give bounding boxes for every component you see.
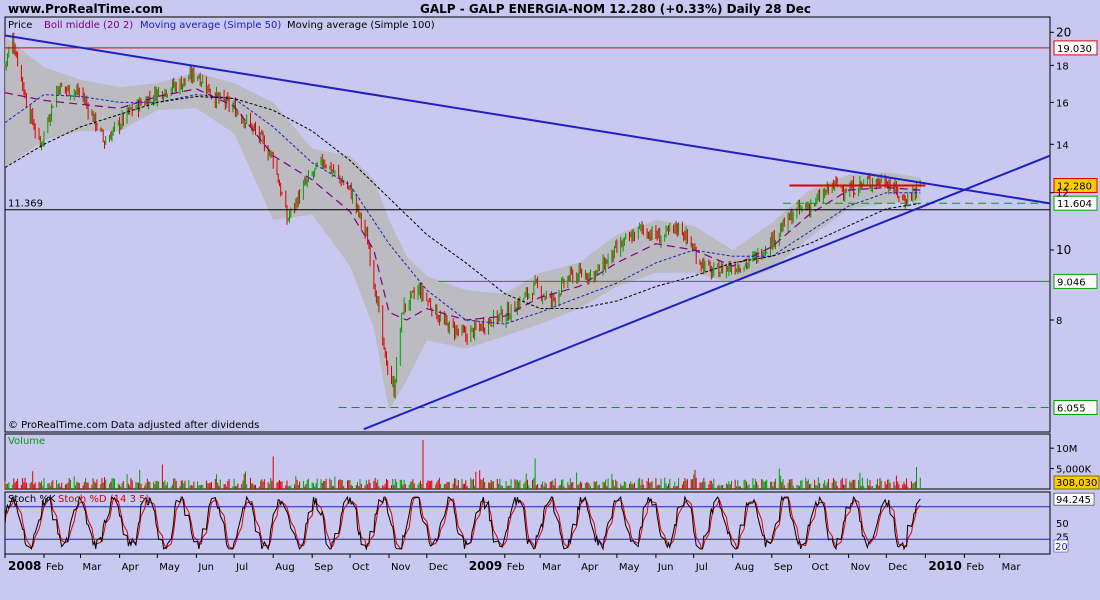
price-tick-label: 14 <box>1056 140 1069 151</box>
x-tick-label: Apr <box>122 562 140 573</box>
level-label: 11.369 <box>8 199 43 210</box>
volume-tick-label: 10M <box>1056 444 1077 455</box>
stoch-k-value: 94.245 <box>1056 495 1091 506</box>
price-tick-label: 12 <box>1056 189 1069 200</box>
stoch-k-box <box>1053 492 1095 506</box>
x-tick-label: May <box>619 562 640 573</box>
x-tick-label: Mar <box>83 562 103 573</box>
level-box <box>1053 178 1098 193</box>
level-label: 6.055 <box>1057 404 1086 415</box>
x-tick-label: May <box>159 562 180 573</box>
price-tick-label: 20 <box>1056 25 1071 39</box>
x-tick-label: Jun <box>197 562 214 573</box>
x-tick-label: Aug <box>735 562 755 573</box>
x-tick-label: Aug <box>275 562 295 573</box>
stoch-k-line <box>4 495 921 551</box>
x-tick-label: Apr <box>581 562 599 573</box>
x-tick-label: Jun <box>657 562 674 573</box>
stoch-d-value: 20 <box>1055 542 1068 553</box>
x-tick-label: Sep <box>774 562 793 573</box>
level-box <box>1053 40 1098 56</box>
legend-stoch-k: Stoch %K <box>8 494 56 505</box>
stochastic-layer <box>4 495 1050 551</box>
stoch-tick-label: 50 <box>1056 519 1069 530</box>
price-tick-label: 10 <box>1056 243 1071 257</box>
legend-stoch-d: Stoch %D (14 3 5) <box>58 494 149 505</box>
x-tick-label: Mar <box>1002 562 1022 573</box>
stoch-d-line <box>4 496 921 550</box>
legend-ma50: Moving average (Simple 50) <box>140 20 281 31</box>
x-tick-label: Dec <box>888 562 907 573</box>
footer-note: © ProRealTime.com Data adjusted after di… <box>8 420 259 431</box>
x-tick-label: Oct <box>352 562 369 573</box>
trendline-ascending <box>363 154 1050 431</box>
volume-tick-label: 5,000K <box>1056 465 1092 476</box>
stochastic-panel <box>4 491 1051 555</box>
x-tick-label: Nov <box>391 562 411 573</box>
ma100-line <box>4 95 921 309</box>
legend-volume: Volume <box>8 436 45 447</box>
candles <box>4 32 921 399</box>
trendline-descending <box>5 34 1050 205</box>
price-panel <box>4 16 1051 433</box>
legend-boll-middle: Boll middle (20 2) <box>44 20 133 31</box>
axis-layer: 19.030 12.280 11.604 9.046 6.055 20 18 16 14 12 10… <box>4 25 1100 573</box>
level-label: 11.604 <box>1057 199 1092 210</box>
volume-layer <box>4 440 921 489</box>
x-tick-label: Oct <box>812 562 829 573</box>
x-tick-label: 2009 <box>469 559 502 573</box>
price-tick-label: 18 <box>1056 61 1069 72</box>
price-tick-label: 8 <box>1056 316 1062 327</box>
level-label: 19.030 <box>1057 44 1092 55</box>
x-tick-label: Feb <box>507 562 525 573</box>
level-label: 12.280 <box>1057 182 1092 193</box>
legend-ma100: Moving average (Simple 100) <box>287 20 435 31</box>
bollinger-band <box>5 37 921 411</box>
volume-bars <box>4 440 921 489</box>
level-label: 9.046 <box>1057 277 1086 288</box>
level-box <box>1053 273 1098 289</box>
boll-middle-line <box>4 88 921 321</box>
legend-price: Price <box>8 20 32 31</box>
x-tick-label: Sep <box>314 562 333 573</box>
volume-last-label: 308,030 <box>1056 478 1097 489</box>
chart-title: GALP - GALP ENERGIA-NOM 12.280 (+0.33%) … <box>420 2 811 16</box>
x-tick-label: 2010 <box>928 559 961 573</box>
x-tick-label: 2008 <box>8 559 41 573</box>
price-tick-label: 16 <box>1056 98 1069 109</box>
x-tick-label: Jul <box>695 562 708 573</box>
x-tick-label: Nov <box>851 562 871 573</box>
x-tick-label: Feb <box>966 562 984 573</box>
level-box <box>1053 400 1098 415</box>
x-tick-label: Jul <box>235 562 248 573</box>
level-box <box>1053 195 1098 211</box>
x-tick-label: Feb <box>46 562 64 573</box>
x-tick-label: Dec <box>429 562 448 573</box>
stoch-d-box <box>1053 539 1069 553</box>
volume-last-box <box>1053 475 1100 490</box>
stoch-tick-label: 25 <box>1056 533 1069 544</box>
price-layer: 11.369 <box>4 32 1050 431</box>
x-tick-label: Mar <box>542 562 562 573</box>
site-label[interactable]: www.ProRealTime.com <box>8 2 163 16</box>
